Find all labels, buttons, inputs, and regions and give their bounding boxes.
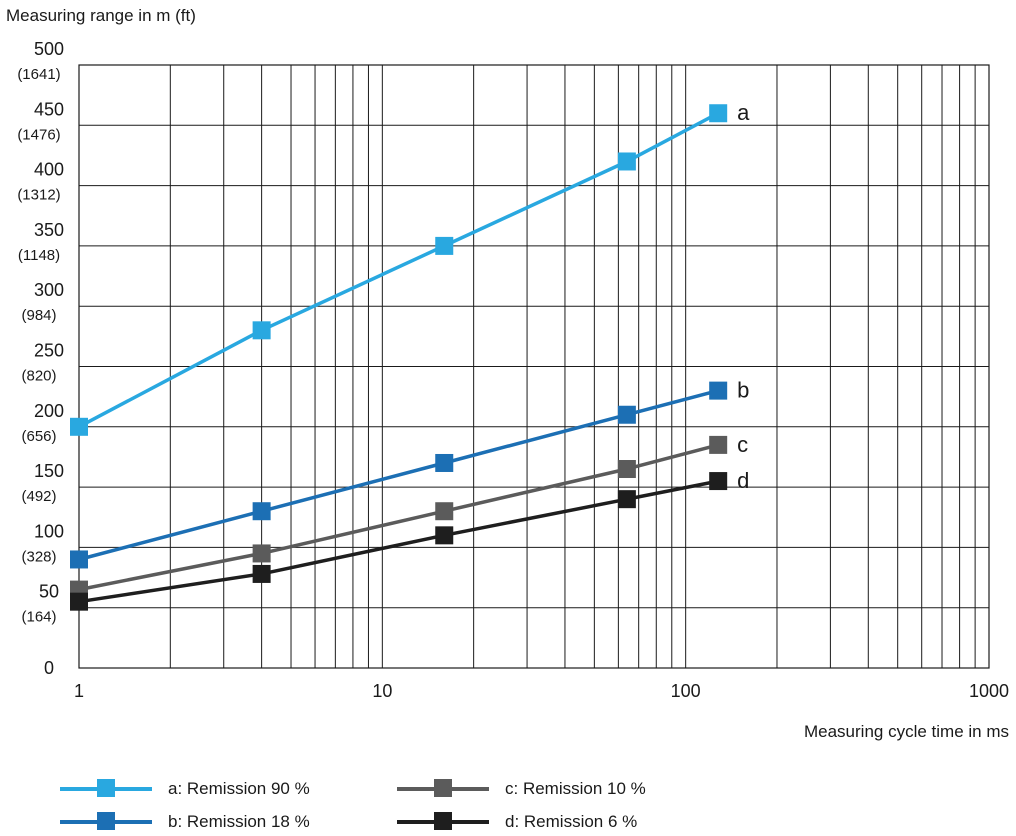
legend-label-c: c: Remission 10 %: [505, 779, 646, 798]
x-tick-label: 10: [372, 681, 392, 701]
series-b: b: [70, 378, 749, 569]
y-axis-title: Measuring range in m (ft): [6, 6, 196, 25]
grid: [78, 64, 990, 669]
series-a: a: [70, 100, 750, 436]
data-point-a: [617, 152, 636, 171]
data-point-d: [252, 564, 271, 583]
legend-item-b: b: Remission 18 %: [60, 808, 310, 836]
legend-swatch-b: [60, 812, 152, 832]
data-point-d: [70, 592, 88, 611]
x-tick-label: 1: [74, 681, 84, 701]
y-tick-sublabel: (1312): [17, 187, 60, 204]
y-tick-sublabel: (984): [21, 307, 56, 324]
x-tick-labels: 1 10 100 1000: [74, 681, 1009, 701]
data-point-b: [617, 405, 636, 424]
data-point-b: [435, 453, 454, 472]
series-end-label-c: c: [737, 432, 748, 457]
series-end-label-a: a: [737, 100, 750, 125]
data-point-d: [709, 472, 728, 491]
series-end-label-d: d: [737, 468, 749, 493]
data-point-a: [435, 236, 454, 255]
legend-swatch-a: [60, 779, 152, 799]
legend-label-d: d: Remission 6 %: [505, 812, 638, 831]
series-end-label-b: b: [737, 378, 749, 403]
data-point-c: [709, 435, 728, 454]
legend: a: Remission 90 % b: Remission 18 % c: R…: [60, 775, 720, 835]
legend-label-a: a: Remission 90 %: [168, 779, 310, 798]
y-tick-sublabel: (1476): [17, 126, 60, 143]
y-tick-label: 250: [34, 341, 64, 361]
y-tick-label: 300: [34, 280, 64, 300]
legend-swatch-c: [397, 779, 489, 799]
data-point-d: [617, 490, 636, 509]
x-axis-title: Measuring cycle time in ms: [803, 722, 1009, 741]
y-tick-label: 50: [39, 582, 59, 602]
data-point-d: [435, 526, 454, 545]
y-tick-label: 200: [34, 401, 64, 421]
y-tick-sublabel: (164): [21, 609, 56, 626]
line-chart: 0 50 (164) 100 (328) 150 (492) 200 (656) 250 (820)…: [17, 39, 1009, 701]
legend-swatch-d: [397, 812, 489, 832]
x-tick-label: 100: [671, 681, 701, 701]
y-tick-sublabel: (1641): [17, 66, 60, 83]
legend-item-d: d: Remission 6 %: [397, 808, 637, 836]
y-tick-sublabel: (328): [21, 548, 56, 565]
data-point-a: [252, 321, 271, 340]
y-tick-label: 350: [34, 220, 64, 240]
y-tick-label: 500: [34, 39, 64, 59]
data-point-b: [709, 381, 728, 400]
y-tick-labels: 0 50 (164) 100 (328) 150 (492) 200 (656) 250 (820)…: [17, 39, 64, 678]
y-tick-label: 450: [34, 99, 64, 119]
legend-item-a: a: Remission 90 %: [60, 775, 310, 803]
y-tick-label: 100: [34, 521, 64, 541]
x-tick-label: 1000: [969, 681, 1009, 701]
y-tick-label: 400: [34, 160, 64, 180]
data-point-c: [435, 502, 454, 521]
data-point-b: [70, 550, 88, 569]
y-tick-sublabel: (820): [21, 368, 56, 385]
series-d: d: [70, 468, 749, 611]
y-tick-sublabel: (656): [21, 428, 56, 445]
y-tick-label: 150: [34, 461, 64, 481]
data-point-c: [617, 460, 636, 479]
y-tick-sublabel: (492): [21, 488, 56, 505]
series-c: c: [70, 432, 748, 599]
y-tick-sublabel: (1148): [18, 247, 60, 264]
legend-label-b: b: Remission 18 %: [168, 812, 310, 831]
legend-item-c: c: Remission 10 %: [397, 775, 646, 803]
data-point-b: [252, 502, 271, 521]
data-point-a: [709, 104, 728, 123]
series-group: a b cd: [70, 100, 750, 611]
data-point-c: [252, 544, 271, 563]
data-point-a: [70, 417, 88, 436]
y-tick-label: 0: [44, 658, 54, 678]
